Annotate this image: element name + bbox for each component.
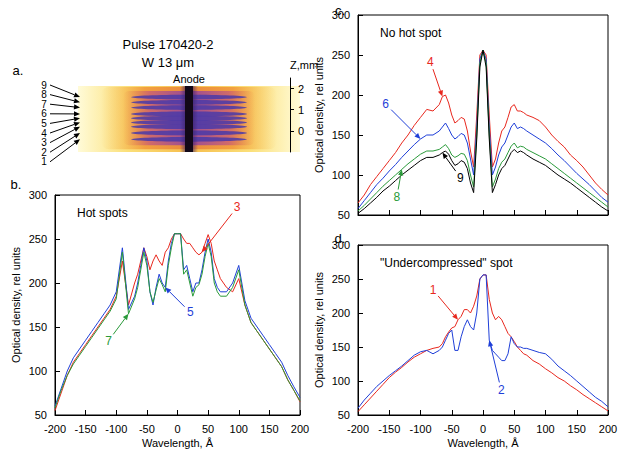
svg-text:9: 9 [457,171,464,185]
svg-text:100: 100 [230,423,248,435]
svg-text:150: 150 [568,423,586,435]
svg-text:150: 150 [260,423,278,435]
svg-text:50: 50 [338,409,350,421]
svg-text:200: 200 [332,307,350,319]
svg-text:6: 6 [382,97,389,111]
svg-text:250: 250 [332,49,350,61]
svg-text:Wavelength, Å: Wavelength, Å [142,437,214,449]
svg-text:300: 300 [29,189,47,201]
svg-text:-150: -150 [378,423,400,435]
svg-text:200: 200 [599,423,617,435]
svg-text:150: 150 [332,129,350,141]
svg-text:250: 250 [332,273,350,285]
svg-text:50: 50 [202,423,214,435]
svg-text:0: 0 [174,423,180,435]
svg-text:2: 2 [41,146,47,158]
svg-text:-200: -200 [347,423,369,435]
svg-text:a.: a. [13,63,24,78]
svg-text:0: 0 [298,125,304,137]
svg-text:150: 150 [29,321,47,333]
svg-text:50: 50 [35,409,47,421]
svg-text:Anode: Anode [173,73,205,85]
svg-text:6: 6 [41,108,47,120]
svg-text:8: 8 [41,89,47,101]
svg-text:3: 3 [41,137,47,149]
svg-text:1: 1 [298,104,304,116]
svg-text:200: 200 [332,89,350,101]
svg-text:1: 1 [430,283,437,297]
svg-text:Optical density, rel units: Optical density, rel units [313,272,325,388]
svg-text:b.: b. [11,177,22,192]
svg-text:100: 100 [332,375,350,387]
svg-text:100: 100 [29,365,47,377]
svg-text:"Undercompressed" spot: "Undercompressed" spot [380,256,513,270]
svg-text:2: 2 [298,83,304,95]
svg-text:1: 1 [41,156,47,167]
svg-text:200: 200 [29,277,47,289]
svg-text:Z,mm: Z,mm [290,58,319,71]
svg-text:No hot spot: No hot spot [380,26,442,40]
svg-text:Optical density, rel units: Optical density, rel units [10,247,22,363]
svg-text:100: 100 [536,423,554,435]
svg-text:c.: c. [335,3,345,18]
svg-text:100: 100 [332,169,350,181]
svg-text:-200: -200 [44,423,66,435]
svg-text:7: 7 [105,334,112,348]
svg-text:8: 8 [393,190,400,204]
svg-text:0: 0 [480,423,486,435]
svg-text:-150: -150 [75,423,97,435]
svg-text:9: 9 [41,79,47,91]
svg-text:50: 50 [508,423,520,435]
svg-text:Pulse 170420-2: Pulse 170420-2 [122,37,213,52]
svg-text:150: 150 [332,341,350,353]
svg-text:200: 200 [291,423,309,435]
svg-text:Optical density, rel units: Optical density, rel units [313,57,325,173]
svg-text:5: 5 [187,305,194,319]
svg-text:-100: -100 [105,423,127,435]
svg-text:-50: -50 [139,423,155,435]
svg-text:Wavelength, Å: Wavelength, Å [447,437,519,449]
svg-text:-50: -50 [444,423,460,435]
svg-text:250: 250 [29,233,47,245]
svg-text:50: 50 [338,209,350,221]
svg-text:4: 4 [427,55,434,69]
svg-text:7: 7 [41,98,47,110]
svg-text:5: 5 [41,117,47,129]
svg-text:3: 3 [234,200,241,214]
svg-text:d.: d. [335,231,346,246]
svg-text:Hot spots: Hot spots [77,206,128,220]
svg-text:4: 4 [41,127,47,139]
svg-text:W 13 μm: W 13 μm [142,55,194,70]
svg-text:-100: -100 [409,423,431,435]
svg-text:2: 2 [498,383,505,397]
